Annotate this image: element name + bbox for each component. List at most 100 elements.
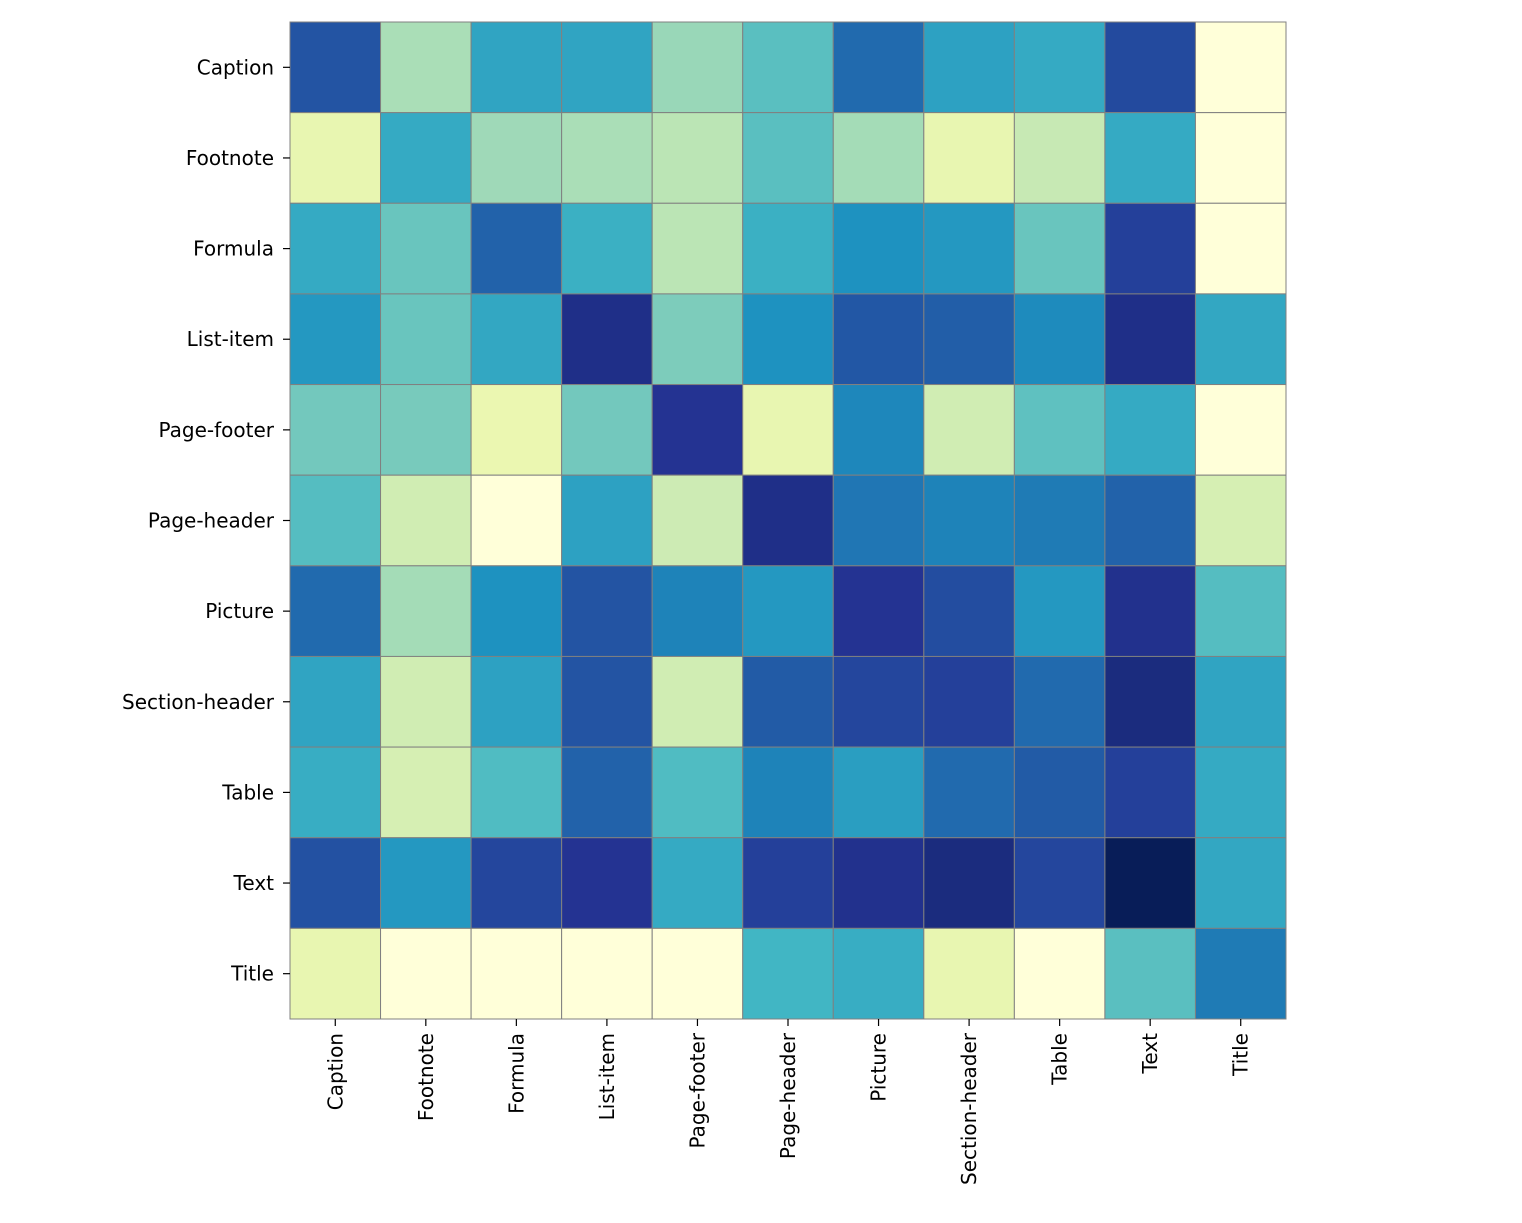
- heatmap-cell: [470, 112, 563, 204]
- heatmap-cell: [380, 384, 472, 476]
- heatmap-cell: [561, 927, 653, 1020]
- heatmap-cell: [561, 474, 653, 567]
- heatmap-cell: [380, 655, 472, 748]
- heatmap-cell: [470, 746, 563, 839]
- heatmap-cell: [832, 746, 925, 839]
- y-tick-label: Footnote: [186, 146, 274, 170]
- y-tick-label: Table: [221, 780, 274, 804]
- heatmap-cell: [923, 293, 1015, 386]
- heatmap-cell: [1013, 474, 1106, 567]
- heatmap-cell: [651, 655, 744, 748]
- y-tick-label: Page-header: [148, 509, 275, 533]
- heatmap-cell: [923, 202, 1015, 295]
- heatmap-cell: [832, 293, 925, 386]
- x-tick-label: Page-footer: [685, 1032, 709, 1148]
- y-tick-label: List-item: [187, 327, 274, 351]
- heatmap-cell: [289, 837, 382, 929]
- heatmap-cell: [923, 21, 1015, 114]
- heatmap-cell: [1194, 837, 1287, 929]
- heatmap-cell: [923, 746, 1015, 839]
- heatmap-cell: [289, 927, 382, 1020]
- heatmap-cell: [923, 837, 1015, 929]
- y-tick-label: Page-footer: [158, 418, 274, 442]
- heatmap-cell: [832, 202, 925, 295]
- heatmap-cell: [742, 293, 834, 386]
- heatmap-cell: [1104, 565, 1196, 657]
- heatmap-cell: [742, 112, 834, 204]
- heatmap-cell: [1194, 927, 1287, 1020]
- x-tick-labels: Caption Footnote Formula List-item Page-foot…: [323, 1019, 1253, 1185]
- heatmap-cell: [470, 293, 563, 386]
- heatmap-cell: [1013, 655, 1106, 748]
- heatmap-cell: [380, 927, 472, 1020]
- heatmap-cell: [1104, 837, 1196, 929]
- heatmap-cell: [561, 202, 653, 295]
- heatmap-cell: [832, 927, 925, 1020]
- heatmap-cell: [1013, 384, 1106, 476]
- heatmap-cell: [1104, 384, 1196, 476]
- heatmap-cell: [651, 21, 744, 114]
- x-tick-label: Title: [1229, 1033, 1253, 1077]
- heatmap-cell: [832, 384, 925, 476]
- heatmap-cell: [742, 565, 834, 657]
- heatmap-cell: [1194, 293, 1287, 386]
- x-tick-label: Footnote: [414, 1033, 438, 1121]
- heatmap-cell: [289, 112, 382, 204]
- heatmap-cell: [561, 655, 653, 748]
- x-tick-label: Caption: [323, 1033, 347, 1110]
- heatmap-cell: [1194, 565, 1287, 657]
- x-tick-label: Formula: [504, 1033, 528, 1114]
- heatmap-cell: [380, 474, 472, 567]
- heatmap-cell: [561, 746, 653, 839]
- heatmap-cell: [289, 474, 382, 567]
- heatmap-cell: [1104, 655, 1196, 748]
- heatmap-cell: [1013, 202, 1106, 295]
- y-tick-label: Picture: [205, 599, 274, 623]
- heatmap-cell: [380, 746, 472, 839]
- heatmap-cell: [289, 384, 382, 476]
- heatmap-cell: [742, 746, 834, 839]
- heatmap-cell: [1194, 384, 1287, 476]
- heatmap-cell: [1104, 474, 1196, 567]
- heatmap-cell: [742, 927, 834, 1020]
- heatmap-cell: [832, 837, 925, 929]
- heatmap-cell: [651, 112, 744, 204]
- heatmap-cell: [1013, 746, 1106, 839]
- heatmap-cell: [742, 474, 834, 567]
- heatmap-cell: [923, 655, 1015, 748]
- x-tick-label: List-item: [595, 1033, 619, 1120]
- heatmap-cell: [1104, 21, 1196, 114]
- y-tick-label: Title: [230, 962, 274, 986]
- heatmap-cell: [561, 565, 653, 657]
- heatmap-cell: [289, 293, 382, 386]
- heatmap-cell: [1013, 565, 1106, 657]
- y-tick-label: Caption: [197, 55, 274, 79]
- heatmap-cell: [651, 565, 744, 657]
- heatmap-cell: [561, 112, 653, 204]
- y-tick-label: Formula: [193, 237, 274, 261]
- heatmap-cell: [1013, 112, 1106, 204]
- heatmap-cell: [1194, 746, 1287, 839]
- heatmap-cell: [1013, 293, 1106, 386]
- heatmap-cell: [832, 21, 925, 114]
- heatmap-cell: [1194, 112, 1287, 204]
- heatmap-cell: [470, 565, 563, 657]
- heatmap-cell: [742, 202, 834, 295]
- heatmap-cell: [651, 927, 744, 1020]
- heatmap-cell: [470, 384, 563, 476]
- heatmap-cell: [651, 746, 744, 839]
- heatmap-cell: [380, 293, 472, 386]
- x-tick-label: Page-header: [776, 1032, 800, 1159]
- heatmap-cell: [1104, 927, 1196, 1020]
- heatmap-cell: [380, 112, 472, 204]
- heatmap-cell: [1194, 655, 1287, 748]
- heatmap-cell: [742, 837, 834, 929]
- heatmap-cell: [380, 21, 472, 114]
- heatmap-cell: [651, 202, 744, 295]
- heatmap-cell: [742, 21, 834, 114]
- heatmap-cell: [1194, 474, 1287, 567]
- heatmap-cell: [923, 474, 1015, 567]
- heatmap-cell: [1104, 293, 1196, 386]
- heatmap-cell: [1104, 202, 1196, 295]
- heatmap-cell: [561, 293, 653, 386]
